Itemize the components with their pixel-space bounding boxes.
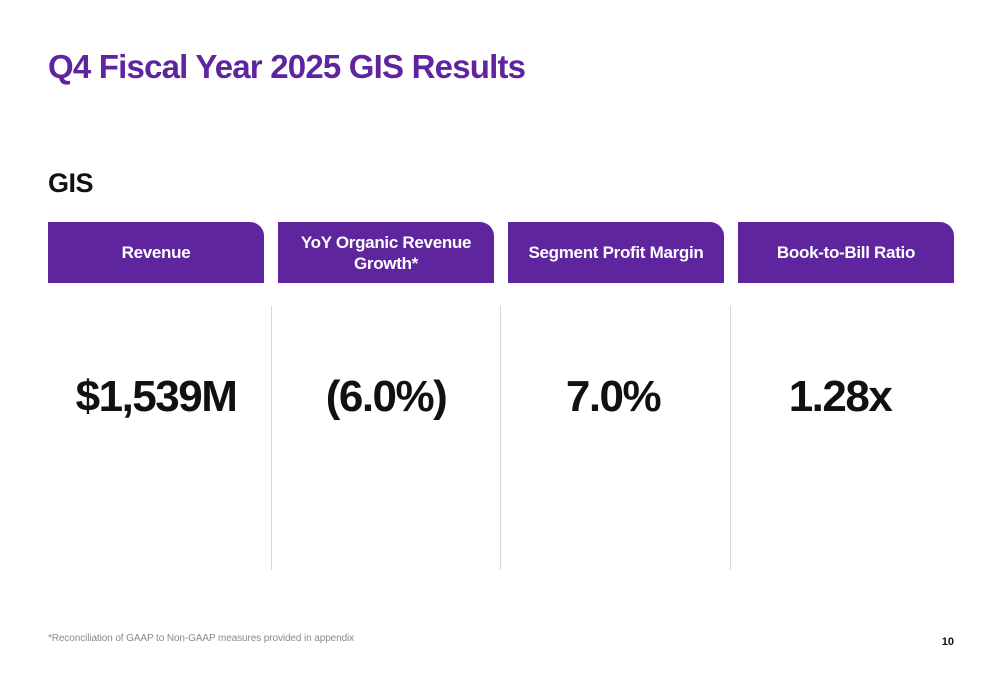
- column-divider: [500, 306, 501, 570]
- page-title: Q4 Fiscal Year 2025 GIS Results: [48, 48, 526, 85]
- column-divider: [271, 306, 272, 570]
- column-divider: [730, 306, 731, 570]
- section-label: GIS: [48, 168, 94, 198]
- metric-header-book-to-bill: Book-to-Bill Ratio: [738, 222, 954, 283]
- metric-value-organic-growth: (6.0%): [325, 372, 448, 421]
- metric-value-book-to-bill: 1.28x: [788, 372, 893, 421]
- metric-value-segment-margin: 7.0%: [565, 372, 662, 421]
- metric-value-revenue: $1,539M: [75, 372, 238, 421]
- page-number: 10: [941, 636, 954, 648]
- metric-header-segment-margin: Segment Profit Margin: [508, 222, 724, 283]
- metric-header-organic-growth: YoY Organic Revenue Growth*: [278, 222, 494, 283]
- footnote: *Reconciliation of GAAP to Non-GAAP meas…: [48, 633, 355, 644]
- metric-header-revenue: Revenue: [48, 222, 264, 283]
